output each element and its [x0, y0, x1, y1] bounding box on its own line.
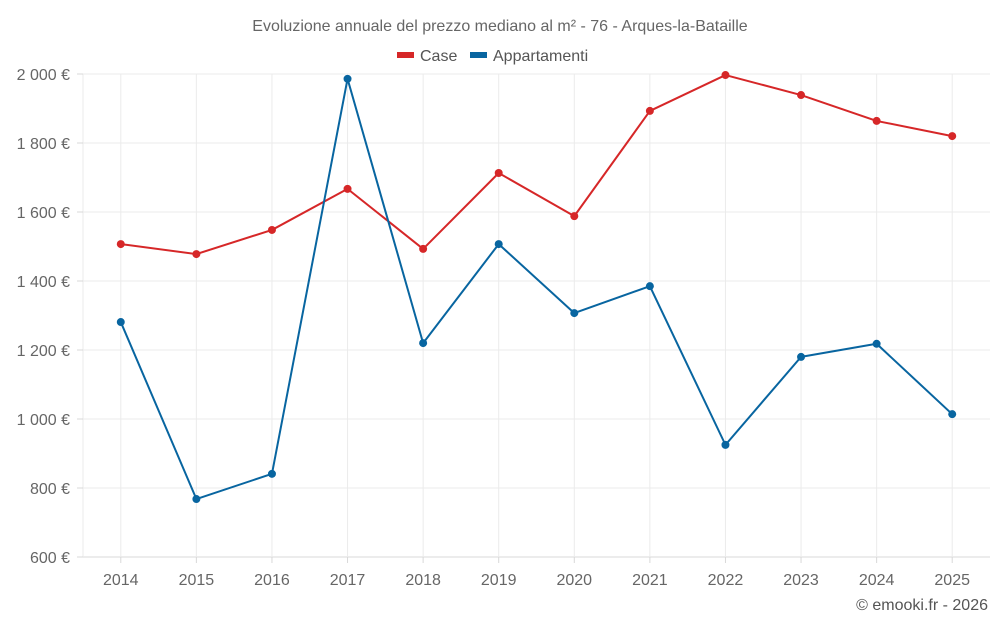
legend-swatch	[470, 52, 487, 58]
y-tick-label: 1 800 €	[17, 136, 70, 153]
data-point[interactable]	[872, 116, 881, 125]
gridlines	[82, 73, 990, 558]
legend-label: Appartamenti	[493, 48, 588, 65]
data-point[interactable]	[343, 184, 352, 193]
data-point[interactable]	[721, 440, 730, 449]
y-axis: 600 € 800 € 1 000 € 1 200 € 1 400 € 1 600 € 1 …	[17, 67, 83, 567]
data-point[interactable]	[494, 240, 503, 249]
x-tick-label: 2016	[254, 572, 290, 589]
data-point[interactable]	[192, 495, 201, 504]
data-point[interactable]	[645, 282, 654, 291]
data-point[interactable]	[645, 106, 654, 115]
legend-swatch	[397, 52, 414, 58]
data-point[interactable]	[948, 410, 957, 419]
data-point[interactable]	[872, 339, 881, 348]
data-point[interactable]	[570, 212, 579, 221]
legend-item-case[interactable]: Case	[397, 48, 457, 65]
legend-item-appartamenti[interactable]: Appartamenti	[470, 48, 588, 65]
data-point[interactable]	[797, 352, 806, 361]
data-point[interactable]	[267, 225, 276, 234]
y-tick-label: 600 €	[30, 550, 70, 567]
legend: Case Appartamenti	[397, 48, 588, 65]
data-point[interactable]	[494, 169, 503, 178]
data-point[interactable]	[116, 318, 125, 327]
credit-text: © emooki.fr - 2026	[856, 597, 988, 614]
y-tick-label: 2 000 €	[17, 67, 70, 84]
data-point[interactable]	[192, 250, 201, 259]
x-tick-label: 2018	[405, 572, 441, 589]
data-point[interactable]	[343, 74, 352, 83]
y-tick-label: 1 000 €	[17, 412, 70, 429]
x-tick-label: 2020	[556, 572, 592, 589]
x-tick-label: 2017	[330, 572, 366, 589]
x-tick-label: 2015	[179, 572, 215, 589]
y-tick-label: 1 200 €	[17, 343, 70, 360]
x-tick-label: 2023	[783, 572, 819, 589]
chart-title: Evoluzione annuale del prezzo mediano al…	[252, 18, 747, 35]
data-point[interactable]	[267, 469, 276, 478]
x-tick-label: 2024	[859, 572, 895, 589]
series-case	[116, 71, 957, 259]
y-tick-label: 1 400 €	[17, 274, 70, 291]
x-tick-label: 2025	[934, 572, 970, 589]
x-tick-label: 2019	[481, 572, 517, 589]
series-line	[120, 74, 953, 256]
y-tick-label: 1 600 €	[17, 205, 70, 222]
data-point[interactable]	[797, 91, 806, 100]
series-group	[116, 71, 957, 504]
data-point[interactable]	[948, 132, 957, 141]
x-tick-label: 2022	[708, 572, 744, 589]
data-point[interactable]	[570, 309, 579, 318]
data-point[interactable]	[721, 71, 730, 80]
data-point[interactable]	[419, 244, 428, 253]
legend-label: Case	[420, 48, 457, 65]
y-tick-label: 800 €	[30, 481, 70, 498]
x-tick-label: 2014	[103, 572, 139, 589]
x-axis: 2014 2015 2016 2017 2018 2019 2020 2021 2022 2023…	[103, 557, 970, 589]
data-point[interactable]	[116, 240, 125, 249]
series-line	[119, 77, 953, 501]
x-tick-label: 2021	[632, 572, 668, 589]
series-appartamenti	[116, 74, 957, 504]
data-point[interactable]	[419, 339, 428, 348]
